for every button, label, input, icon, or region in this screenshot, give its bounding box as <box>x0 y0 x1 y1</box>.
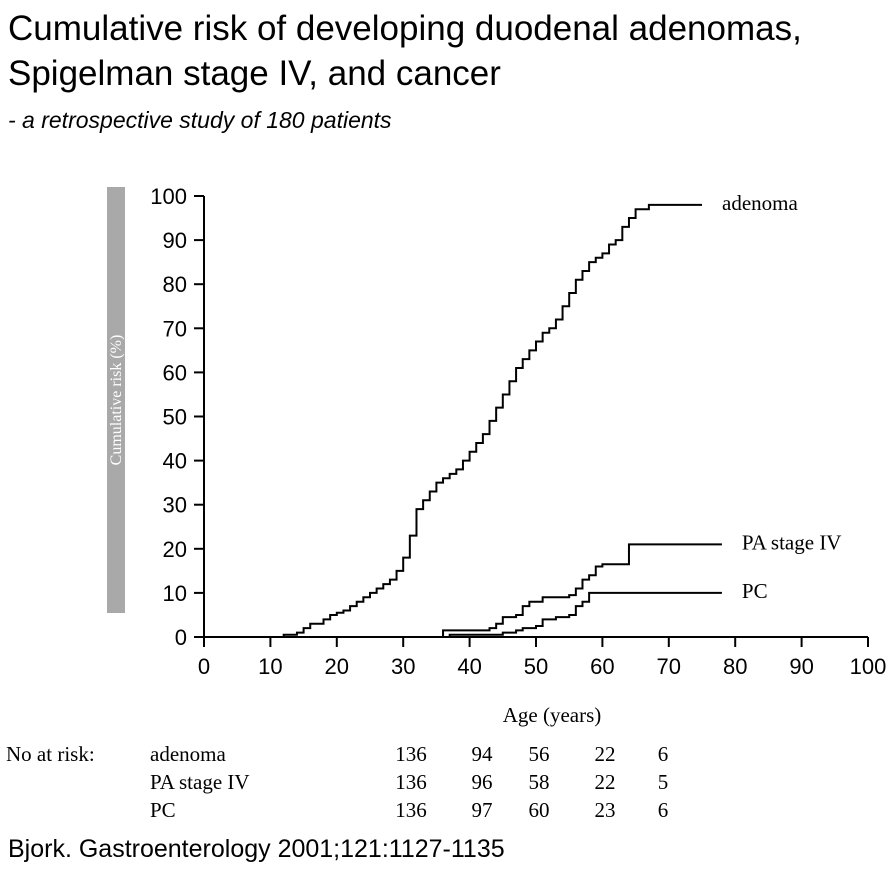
risk-cell: 5 <box>657 770 669 794</box>
x-tick-label: 20 <box>325 654 349 679</box>
series-label-pa-stage-iv: PA stage IV <box>742 530 842 554</box>
x-axis-label: Age (years) <box>503 703 602 727</box>
risk-table-heading: No at risk: <box>6 742 95 766</box>
x-tick-label: 40 <box>457 654 481 679</box>
y-tick-label: 30 <box>163 493 187 518</box>
risk-row-label-pa-stage-iv: PA stage IV <box>150 770 250 794</box>
series-line-pc <box>416 591 722 638</box>
y-tick-label: 40 <box>163 449 187 474</box>
risk-cell: 136 <box>395 742 427 766</box>
x-tick-label: 60 <box>590 654 614 679</box>
risk-cell: 136 <box>395 798 427 822</box>
risk-cell: 22 <box>594 770 616 794</box>
x-tick-label: 100 <box>850 654 887 679</box>
axes <box>203 196 868 638</box>
risk-cell: 6 <box>657 798 669 822</box>
series-label-adenoma: adenoma <box>722 191 798 215</box>
x-tick-label: 50 <box>524 654 548 679</box>
risk-cell: 96 <box>471 770 493 794</box>
risk-cell: 97 <box>471 798 493 822</box>
chart-subtitle: - a retrospective study of 180 patients <box>8 107 392 133</box>
series-labels: adenoma PA stage IV PC <box>722 191 841 603</box>
y-tick-label: 20 <box>163 537 187 562</box>
x-tick-label: 90 <box>789 654 813 679</box>
y-tick-label: 80 <box>163 272 187 297</box>
series-line-pa-stage-iv <box>416 543 722 638</box>
x-tick-label: 10 <box>258 654 282 679</box>
risk-cell: 94 <box>471 742 493 766</box>
risk-cell: 58 <box>528 770 550 794</box>
x-tick-label: 70 <box>657 654 681 679</box>
x-tick-label: 0 <box>198 654 210 679</box>
risk-cell: 136 <box>395 770 427 794</box>
citation: Bjork. Gastroenterology 2001;121:1127-11… <box>8 835 505 863</box>
x-tick-label: 30 <box>391 654 415 679</box>
risk-cell: 22 <box>594 742 616 766</box>
series-line-adenoma <box>204 203 702 638</box>
chart-title: Cumulative risk of developing duodenal a… <box>8 9 802 93</box>
y-axis-label-bar <box>107 187 125 613</box>
risk-cell: 6 <box>657 742 669 766</box>
risk-cell: 23 <box>594 798 616 822</box>
y-tick-label: 60 <box>163 360 187 385</box>
risk-row-label-pc: PC <box>150 798 176 822</box>
series-lines <box>204 203 722 638</box>
y-tick-label: 10 <box>163 581 187 606</box>
series-label-pc: PC <box>742 579 768 603</box>
y-tick-label: 90 <box>163 228 187 253</box>
risk-cell: 56 <box>528 742 550 766</box>
risk-cell: 60 <box>528 798 550 822</box>
y-tick-label: 100 <box>150 184 187 209</box>
y-tick-label: 70 <box>163 316 187 341</box>
y-axis-label: Cumulative risk (%) <box>108 335 125 466</box>
risk-row-label-adenoma: adenoma <box>150 742 226 766</box>
y-tick-label: 0 <box>175 625 187 650</box>
x-tick-label: 80 <box>723 654 747 679</box>
axis-ticks: 0 10 20 30 40 50 60 70 80 90 100 0 10 20 30 40 50 60 70 80 9… <box>150 184 886 679</box>
y-tick-label: 50 <box>163 405 187 430</box>
